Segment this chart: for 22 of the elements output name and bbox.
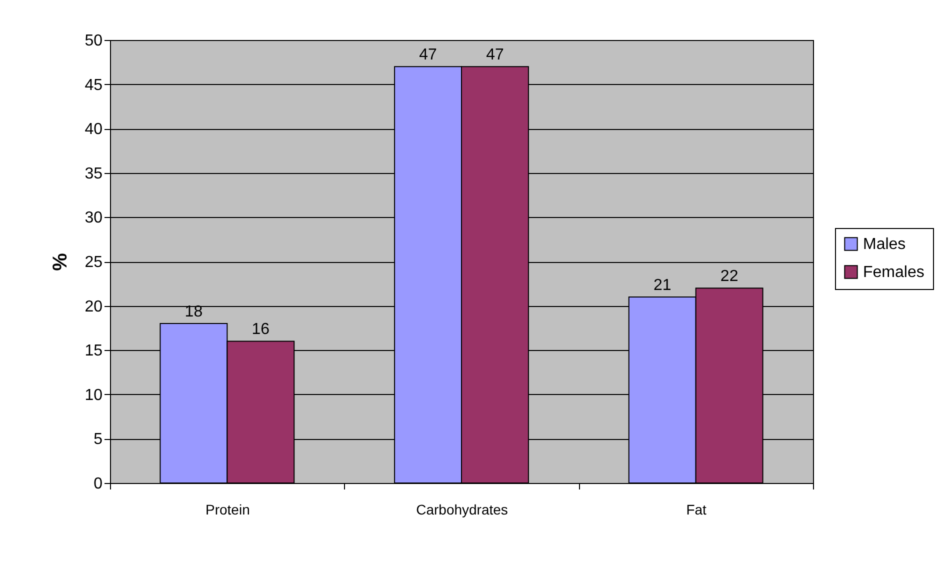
- data-label: 47: [486, 46, 504, 64]
- data-label: 16: [252, 321, 270, 338]
- y-tick-label: 10: [84, 386, 103, 404]
- y-tick-label: 25: [84, 254, 103, 271]
- legend-label: Males: [863, 236, 906, 253]
- y-axis-title: %: [50, 252, 72, 271]
- y-tick-label: 5: [94, 431, 103, 448]
- y-tick-label: 0: [94, 476, 103, 492]
- x-tick-label: Fat: [686, 502, 707, 518]
- y-tick-label: 40: [84, 121, 103, 138]
- y-tick-label: 45: [84, 76, 103, 94]
- y-tick-label: 35: [84, 165, 103, 182]
- data-label: 21: [653, 276, 672, 294]
- y-tick-label: 50: [84, 32, 103, 50]
- y-tick-label: 20: [84, 298, 103, 316]
- legend-label: Females: [863, 264, 924, 281]
- x-tick-label: Carbohydrates: [416, 502, 508, 518]
- x-tick-label: Protein: [205, 502, 250, 518]
- y-tick-label: 30: [84, 210, 103, 227]
- data-label: 47: [419, 46, 438, 64]
- y-tick-label: 15: [84, 342, 103, 360]
- data-label: 22: [720, 268, 738, 286]
